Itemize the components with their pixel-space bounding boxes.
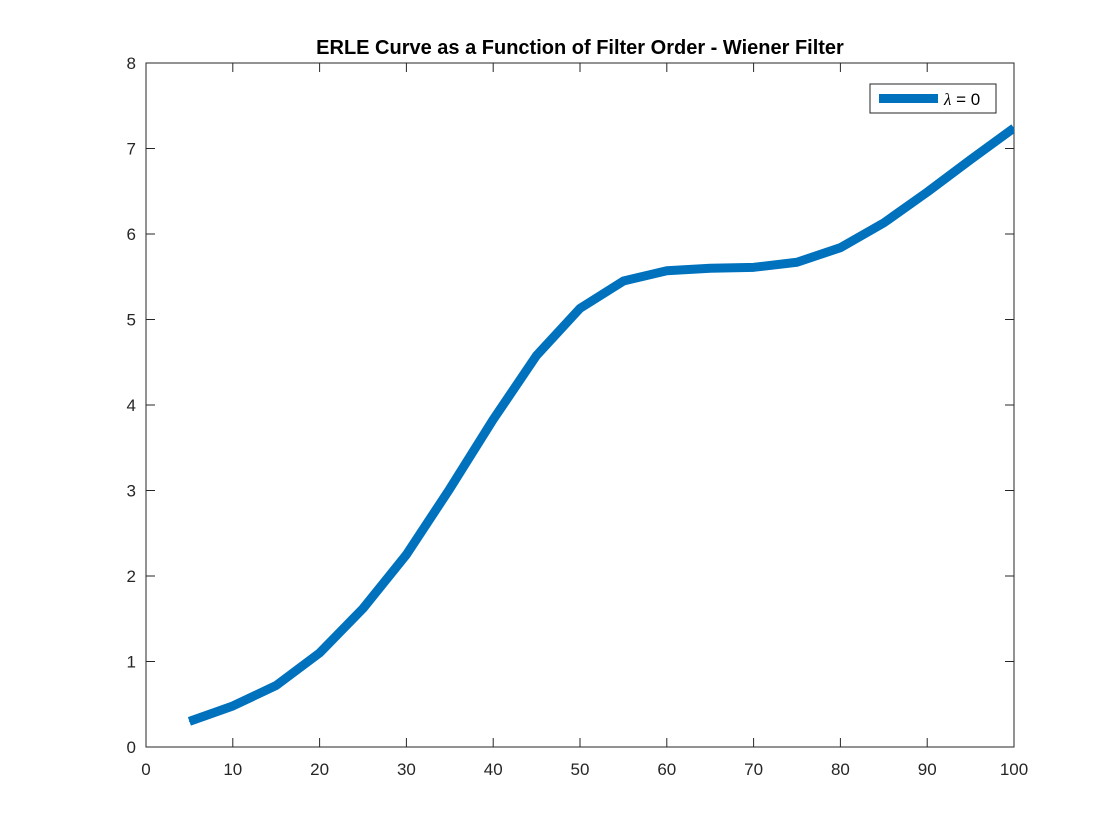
x-tick-label: 10 xyxy=(223,760,242,779)
series-line-0 xyxy=(187,124,1014,726)
x-tick-label: 90 xyxy=(918,760,937,779)
y-tick-label: 7 xyxy=(127,140,136,159)
legend: λ = 0 xyxy=(869,83,997,114)
y-tick-label: 4 xyxy=(127,396,136,415)
legend-lambda-symbol: λ xyxy=(943,90,951,109)
data-point xyxy=(970,159,972,161)
data-point xyxy=(536,354,538,356)
data-point xyxy=(362,607,364,609)
y-tick-label: 6 xyxy=(127,225,136,244)
x-tick-label: 60 xyxy=(657,760,676,779)
data-point xyxy=(319,652,321,654)
data-point xyxy=(666,270,668,272)
legend-entry: λ = 0 xyxy=(943,90,980,109)
x-tick-label: 0 xyxy=(141,760,150,779)
data-point xyxy=(926,191,928,193)
x-tick-label: 80 xyxy=(831,760,850,779)
x-tick-label: 40 xyxy=(484,760,503,779)
data-point xyxy=(622,280,624,282)
chart-title: ERLE Curve as a Function of Filter Order… xyxy=(316,37,844,59)
y-tick-label: 8 xyxy=(127,54,136,73)
x-tick-label: 100 xyxy=(1000,760,1028,779)
y-tick-label: 3 xyxy=(127,482,136,501)
y-tick-label: 2 xyxy=(127,567,136,586)
legend-lambda-value: = 0 xyxy=(951,90,980,109)
data-point xyxy=(275,684,277,686)
data-point xyxy=(232,705,234,707)
axes-box xyxy=(145,62,1015,748)
data-point xyxy=(449,488,451,490)
data-point xyxy=(796,261,798,263)
data-point xyxy=(709,267,711,269)
y-tick-label: 0 xyxy=(127,738,136,757)
data-point xyxy=(883,222,885,224)
y-tick-label: 1 xyxy=(127,653,136,672)
axis-ticks: 0 10 20 30 40 50 60 70 80 90 100 0 1 2 3 4 5 6 7 8 xyxy=(127,54,1029,779)
series-group xyxy=(187,124,1015,726)
data-point xyxy=(188,720,190,722)
data-point xyxy=(839,247,841,249)
plot-area xyxy=(145,62,1015,748)
x-tick-label: 30 xyxy=(397,760,416,779)
y-tick-label: 5 xyxy=(127,311,136,330)
data-point xyxy=(405,554,407,556)
data-point xyxy=(753,266,755,268)
data-point xyxy=(1013,127,1015,129)
x-tick-label: 70 xyxy=(744,760,763,779)
data-point xyxy=(492,419,494,421)
data-point xyxy=(579,307,581,309)
x-tick-label: 50 xyxy=(571,760,590,779)
x-tick-label: 20 xyxy=(310,760,329,779)
